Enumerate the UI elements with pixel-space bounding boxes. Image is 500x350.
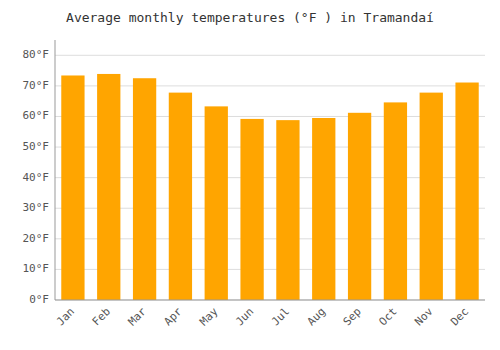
y-tick-label: 20°F bbox=[23, 232, 50, 245]
y-tick-label: 40°F bbox=[23, 171, 50, 184]
bar bbox=[455, 83, 478, 300]
grid-line bbox=[55, 55, 485, 56]
x-tick-label: May bbox=[197, 305, 221, 329]
title: Average monthly temperatures (°F ) in Tr… bbox=[66, 10, 434, 25]
x-axis: Jan Feb Mar Apr May Jun Jul Aug Sep Oct Nov Dec bbox=[54, 300, 485, 328]
y-tick-label: 80°F bbox=[23, 48, 50, 61]
grid bbox=[55, 55, 485, 300]
bar bbox=[312, 118, 335, 300]
x-tick-label: Feb bbox=[90, 305, 113, 328]
grid-line bbox=[55, 300, 485, 301]
bar bbox=[169, 93, 192, 300]
y-tick-label: 30°F bbox=[23, 201, 50, 214]
x-tick-label: Mar bbox=[126, 305, 150, 329]
bar bbox=[384, 102, 407, 300]
chart-container: 0°F 10°F 20°F 30°F 40°F 50°F 60°F 70°F 80°F Jan Fe… bbox=[0, 0, 500, 350]
y-tick-label: 50°F bbox=[23, 140, 50, 153]
y-tick-label: 60°F bbox=[23, 109, 50, 122]
bar bbox=[240, 119, 263, 300]
bar bbox=[97, 74, 120, 300]
chart-svg: 0°F 10°F 20°F 30°F 40°F 50°F 60°F 70°F 80°F Jan Fe… bbox=[0, 0, 500, 350]
y-tick-label: 10°F bbox=[23, 262, 50, 275]
bar bbox=[420, 93, 443, 300]
x-tick-label: Dec bbox=[448, 305, 471, 328]
bars bbox=[61, 74, 478, 300]
bar bbox=[61, 75, 84, 300]
x-tick-label: Oct bbox=[376, 305, 399, 328]
bar bbox=[348, 113, 371, 300]
y-axis: 0°F 10°F 20°F 30°F 40°F 50°F 60°F 70°F 80°F bbox=[23, 40, 56, 306]
y-axis-line bbox=[55, 40, 56, 300]
y-tick-label: 0°F bbox=[29, 293, 49, 306]
x-tick-label: Jul bbox=[269, 305, 292, 328]
x-tick-label: Jan bbox=[54, 305, 77, 328]
x-tick-label: Jun bbox=[233, 305, 256, 328]
x-tick-label: Apr bbox=[161, 305, 185, 329]
x-tick-label: Nov bbox=[412, 305, 436, 329]
x-axis-line bbox=[55, 300, 485, 301]
bar bbox=[276, 120, 299, 300]
y-tick-label: 70°F bbox=[23, 79, 50, 92]
bar bbox=[205, 106, 228, 300]
x-tick-label: Sep bbox=[341, 305, 364, 328]
bar bbox=[133, 78, 156, 300]
x-tick-label: Aug bbox=[305, 305, 328, 328]
